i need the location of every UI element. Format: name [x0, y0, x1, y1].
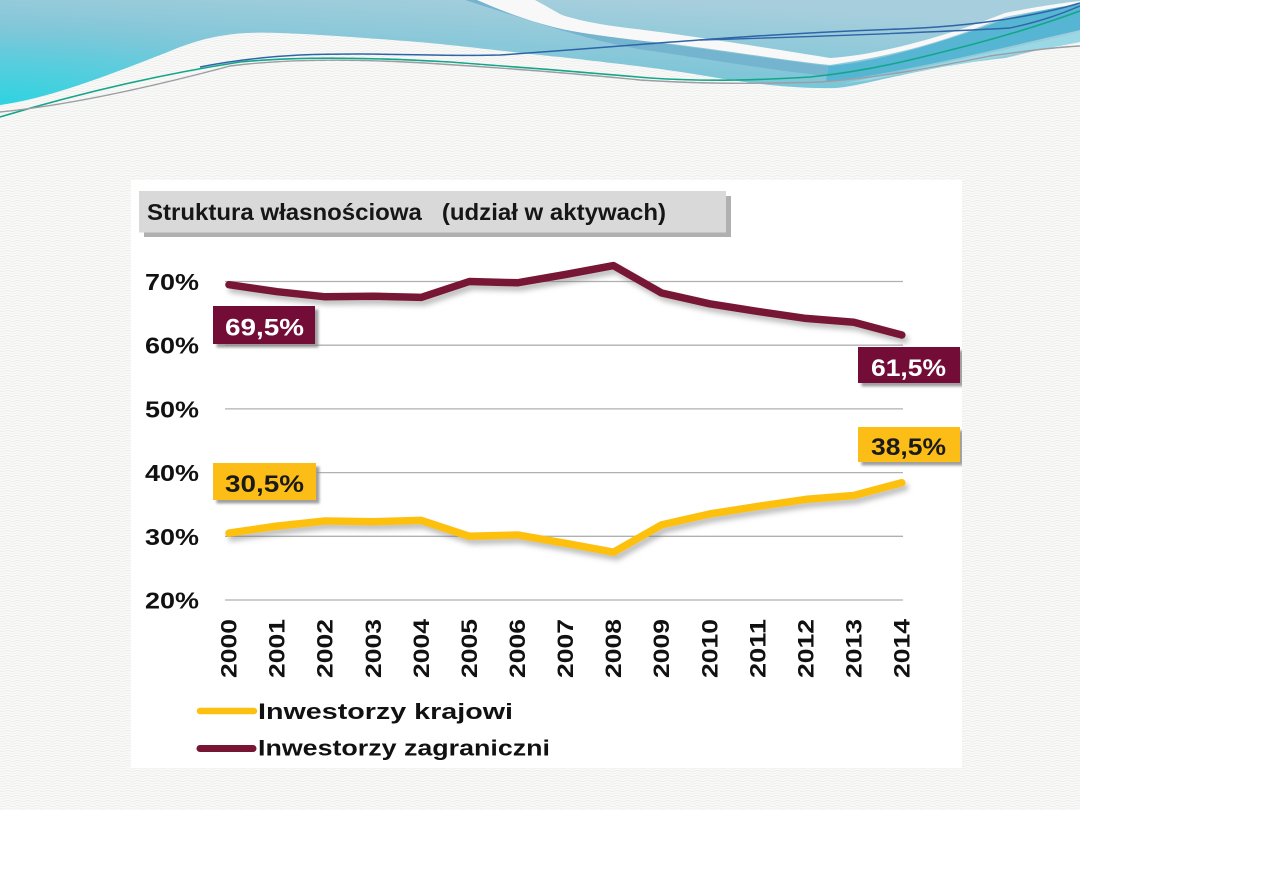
- svg-text:2004: 2004: [409, 618, 434, 678]
- svg-text:2012: 2012: [793, 619, 818, 678]
- svg-text:69,5%: 69,5%: [225, 315, 304, 342]
- svg-text:61,5%: 61,5%: [871, 355, 946, 382]
- svg-text:2009: 2009: [649, 619, 674, 678]
- svg-text:2001: 2001: [265, 619, 290, 678]
- svg-text:30%: 30%: [145, 524, 199, 550]
- svg-text:2003: 2003: [361, 619, 386, 678]
- svg-text:30,5%: 30,5%: [225, 471, 304, 498]
- svg-text:2002: 2002: [313, 619, 338, 678]
- svg-text:50%: 50%: [145, 396, 199, 422]
- svg-text:70%: 70%: [145, 269, 199, 295]
- svg-text:38,5%: 38,5%: [871, 434, 946, 461]
- svg-text:Inwestorzy krajowi: Inwestorzy krajowi: [258, 699, 513, 724]
- svg-text:2000: 2000: [217, 619, 242, 678]
- svg-text:40%: 40%: [145, 460, 199, 486]
- svg-text:2011: 2011: [745, 619, 770, 678]
- svg-text:2008: 2008: [601, 619, 626, 678]
- svg-text:Struktura własnościowa (udzi: Struktura własnościowa (udział w aktywac…: [147, 199, 666, 225]
- svg-text:2014: 2014: [890, 618, 915, 678]
- svg-text:2010: 2010: [697, 619, 722, 678]
- svg-text:2007: 2007: [553, 619, 578, 678]
- svg-text:20%: 20%: [145, 588, 199, 614]
- svg-text:60%: 60%: [145, 333, 199, 359]
- svg-text:Inwestorzy zagraniczni: Inwestorzy zagraniczni: [258, 736, 550, 761]
- svg-text:2006: 2006: [505, 619, 530, 678]
- svg-text:2005: 2005: [457, 619, 482, 678]
- svg-text:2013: 2013: [842, 619, 867, 678]
